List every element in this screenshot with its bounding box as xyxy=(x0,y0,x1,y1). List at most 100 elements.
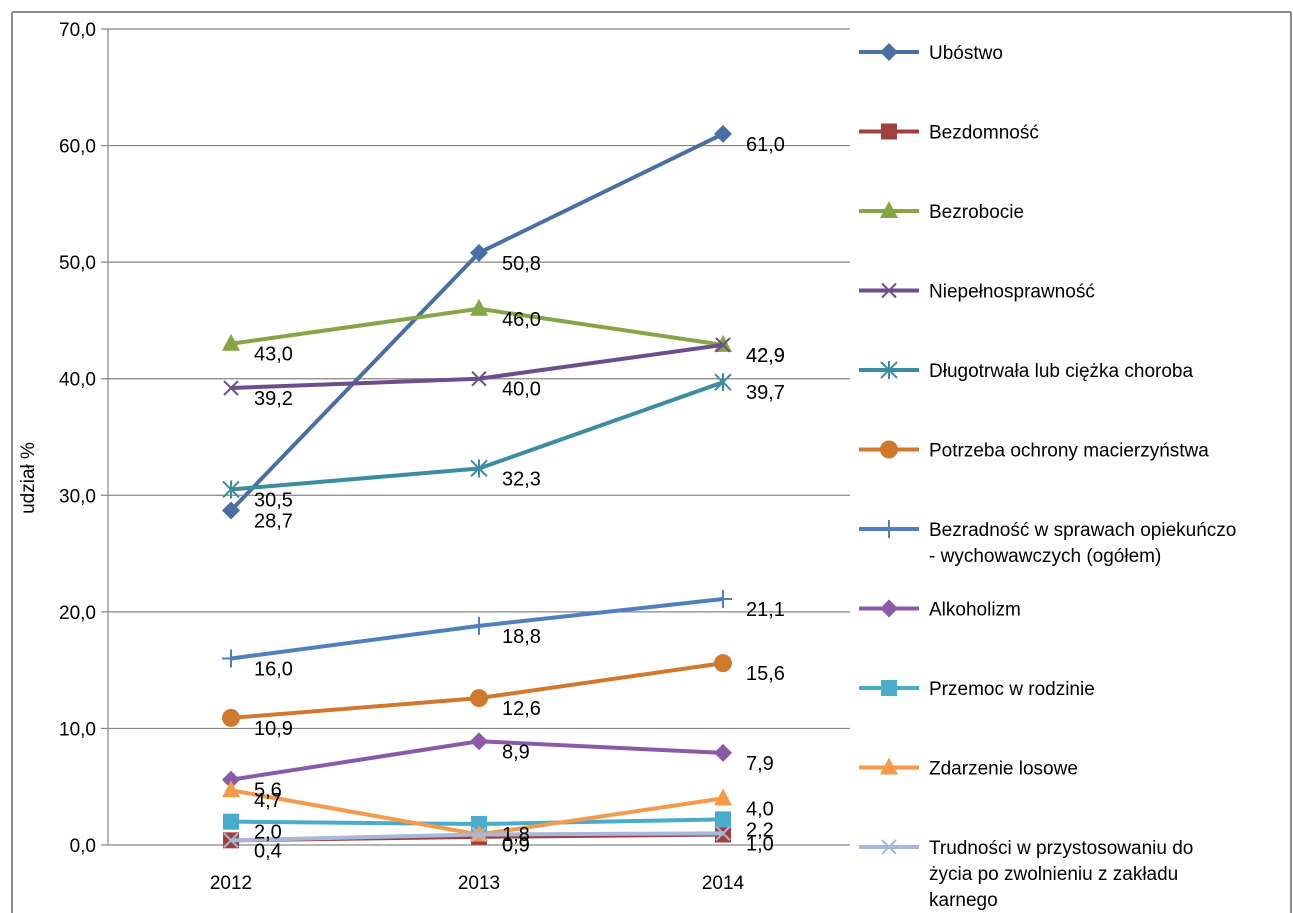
y-tick-label: 10,0 xyxy=(59,719,96,740)
data-label: 0,9 xyxy=(502,835,530,857)
y-tick-label: 60,0 xyxy=(59,137,96,158)
data-point xyxy=(471,371,487,387)
data-label: 2,0 xyxy=(254,822,282,844)
y-tick-label: 20,0 xyxy=(59,603,96,624)
data-label: 18,8 xyxy=(502,626,541,648)
data-point xyxy=(222,770,240,789)
data-label: 46,0 xyxy=(502,309,541,331)
data-label: 50,8 xyxy=(502,253,541,275)
data-point xyxy=(470,298,488,316)
data-label: 32,3 xyxy=(502,468,541,490)
data-point xyxy=(470,732,488,751)
y-tick-label: 40,0 xyxy=(59,370,96,391)
data-label: 5,6 xyxy=(254,780,282,802)
data-point xyxy=(470,243,488,262)
data-label: 2,2 xyxy=(746,819,774,841)
gridlines xyxy=(108,28,850,846)
y-tick-label: 30,0 xyxy=(59,486,96,507)
data-label: 1,8 xyxy=(502,824,530,846)
legend: Ubóstwo Bezdomność Bezrobocie Niepełnospraw… xyxy=(859,43,1236,911)
legend-entry: Alkoholizm xyxy=(859,599,1021,621)
legend-entry: Przemoc w rodzinie xyxy=(859,679,1095,700)
legend-marker xyxy=(880,361,898,379)
data-label: 43,0 xyxy=(254,344,293,366)
data-point xyxy=(471,816,487,833)
x-tick-label: 2014 xyxy=(702,873,745,894)
data-labels: 28,750,861,043,046,042,939,2 40,042,930,5… xyxy=(254,134,785,862)
data-label: 30,5 xyxy=(254,489,293,511)
data-label: 42,9 xyxy=(746,345,785,367)
data-label: 8,9 xyxy=(502,741,530,763)
data-label: 12,6 xyxy=(502,698,541,720)
legend-marker xyxy=(880,440,898,459)
data-point xyxy=(223,813,239,830)
legend-label: Bezdomność xyxy=(929,123,1039,144)
data-point xyxy=(223,380,239,396)
data-label: 0,9 xyxy=(502,835,530,857)
legend-marker xyxy=(881,123,897,140)
data-label: 4,7 xyxy=(254,790,282,812)
legend-marker xyxy=(880,757,898,775)
data-point xyxy=(715,825,731,842)
legend-label: Alkoholizm xyxy=(929,600,1021,621)
x-tick-label: 2013 xyxy=(458,873,500,894)
y-tick-label: 70,0 xyxy=(59,20,96,41)
legend-entry: Trudności w przystosowaniu do życia po zw… xyxy=(859,838,1193,911)
data-label: 1,0 xyxy=(746,833,774,855)
data-label: 7,9 xyxy=(746,753,774,775)
data-label: 40,0 xyxy=(502,379,541,401)
y-axis-label: udział % xyxy=(18,442,39,514)
data-point xyxy=(222,708,240,727)
legend-label: Bezradność w sprawach opiekuńczo xyxy=(929,520,1236,541)
data-label: 10,9 xyxy=(254,718,293,740)
data-point xyxy=(470,459,488,478)
legend-label: - wychowawczych (ogółem) xyxy=(929,546,1161,567)
legend-label: Długotrwała lub ciężka choroba xyxy=(929,361,1193,382)
data-point xyxy=(714,334,732,352)
axes: 0,0 10,0 20,0 30,0 40,0 50,0 60,0 70,0 2012 2013 2… xyxy=(59,20,745,894)
data-point xyxy=(222,480,240,499)
data-point xyxy=(714,373,732,392)
legend-label: Potrzeba ochrony macierzyństwa xyxy=(929,441,1209,462)
data-point xyxy=(471,826,487,843)
data-point xyxy=(714,590,732,609)
legend-entry: Ubóstwo xyxy=(859,43,1003,64)
legend-label: Zdarzenie losowe xyxy=(929,759,1078,780)
data-label: 61,0 xyxy=(746,134,785,156)
data-label: 16,0 xyxy=(254,658,293,680)
legend-entry: Potrzeba ochrony macierzyństwa xyxy=(859,440,1209,462)
legend-label: Ubóstwo xyxy=(929,43,1003,64)
data-point xyxy=(470,616,488,635)
legend-label: karnego xyxy=(929,890,998,911)
data-label: 15,6 xyxy=(746,663,785,685)
data-label: 39,2 xyxy=(254,388,293,410)
data-label: 0,4 xyxy=(254,840,282,862)
data-point xyxy=(222,501,240,520)
data-point xyxy=(715,337,731,353)
x-tick-label: 2012 xyxy=(210,873,252,894)
legend-label: Bezrobocie xyxy=(929,202,1024,223)
legend-label: Niepełnosprawność xyxy=(929,282,1095,303)
data-label: 21,1 xyxy=(746,599,785,621)
legend-label: Trudności w przystosowaniu do xyxy=(929,838,1193,859)
data-point xyxy=(714,788,732,806)
legend-marker xyxy=(880,201,898,218)
data-label: 28,7 xyxy=(254,510,293,532)
data-label: 42,9 xyxy=(746,345,785,367)
legend-marker xyxy=(881,839,897,855)
data-point xyxy=(222,780,240,798)
data-point xyxy=(222,649,240,668)
legend-entry: Bezdomność xyxy=(859,123,1039,144)
legend-entry: Bezradność w sprawach opiekuńczo - wychow… xyxy=(859,520,1236,567)
data-point xyxy=(222,333,240,351)
y-tick-label: 0,0 xyxy=(70,836,96,857)
data-point xyxy=(470,689,488,708)
legend-entry: Długotrwała lub ciężka choroba xyxy=(859,361,1193,382)
data-label: 39,7 xyxy=(746,382,785,404)
legend-entry: Zdarzenie losowe xyxy=(859,757,1078,780)
data-point xyxy=(714,124,732,143)
y-tick-label: 50,0 xyxy=(59,253,96,274)
legend-marker xyxy=(881,680,897,696)
legend-marker xyxy=(881,282,897,299)
